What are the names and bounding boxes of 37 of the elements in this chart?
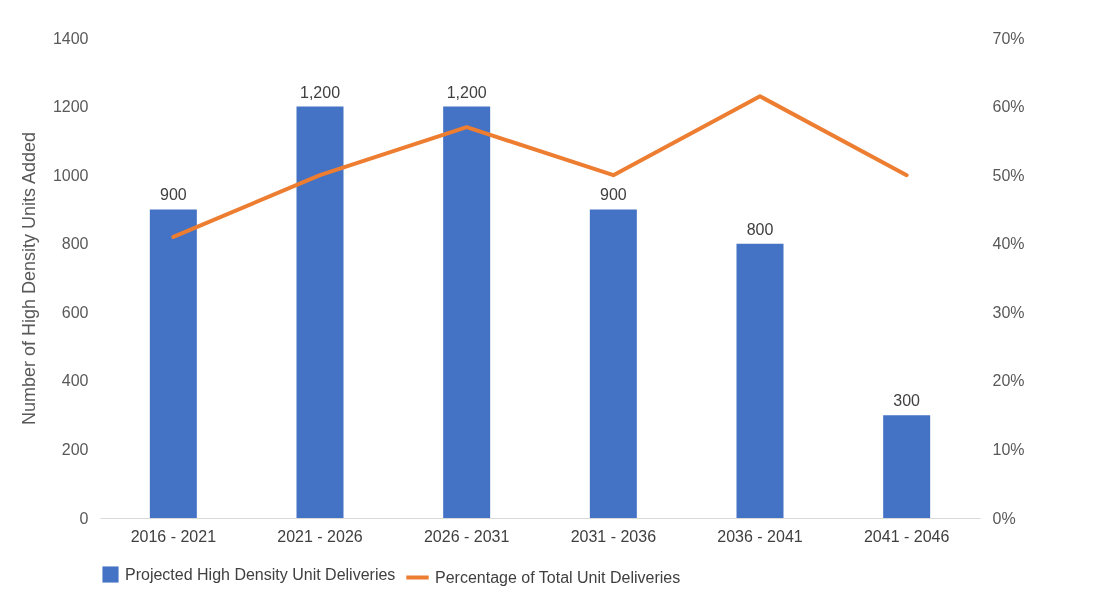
- bar: [736, 243, 784, 518]
- legend-label: Projected High Density Unit Deliveries: [125, 565, 396, 583]
- y2-tick-label: 10%: [992, 440, 1025, 458]
- data-label: 900: [159, 186, 187, 204]
- y-tick-label: 1200: [52, 98, 89, 116]
- x-tick-label: 2031 - 2036: [570, 527, 657, 545]
- y2-tick-label: 70%: [992, 29, 1025, 47]
- legend-label: Percentage of Total Unit Deliveries: [435, 568, 681, 586]
- data-label: 1,200: [446, 83, 487, 101]
- y2-tick-label: 60%: [992, 98, 1025, 116]
- y2-tick-label: 40%: [992, 235, 1025, 253]
- bar: [296, 106, 344, 518]
- y-tick-label: 1000: [52, 166, 89, 184]
- bar: [883, 415, 931, 518]
- y-tick-label: 200: [61, 440, 89, 458]
- bar: [149, 209, 197, 518]
- y2-tick-label: 30%: [992, 303, 1025, 321]
- x-tick-label: 2036 - 2041: [717, 527, 803, 545]
- x-tick-label: 2016 - 2021: [130, 527, 217, 545]
- y2-tick-label: 0%: [992, 509, 1016, 527]
- x-tick-label: 2021 - 2026: [277, 527, 363, 545]
- x-tick-label: 2041 - 2046: [863, 527, 950, 545]
- x-tick-label: 2026 - 2031: [423, 527, 510, 545]
- y-tick-label: 800: [61, 235, 89, 253]
- data-label: 900: [599, 186, 627, 204]
- y-tick-label: 0: [79, 509, 89, 527]
- data-label: 300: [893, 392, 921, 410]
- y-tick-label: 1400: [52, 29, 89, 47]
- y-tick-label: 400: [61, 372, 89, 390]
- y2-tick-label: 50%: [992, 166, 1025, 184]
- y-axis-title: Number of High Density Units Added: [18, 131, 39, 426]
- y2-tick-label: 20%: [992, 372, 1025, 390]
- y-tick-label: 600: [61, 303, 89, 321]
- data-label: 800: [746, 220, 774, 238]
- data-label: 1,200: [299, 83, 341, 101]
- bar: [443, 106, 491, 518]
- bar: [589, 209, 637, 518]
